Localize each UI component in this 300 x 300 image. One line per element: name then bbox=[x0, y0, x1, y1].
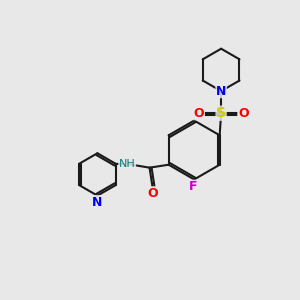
Text: N: N bbox=[216, 85, 226, 98]
Text: O: O bbox=[238, 107, 248, 120]
Text: S: S bbox=[216, 106, 226, 120]
Text: O: O bbox=[194, 107, 204, 120]
Text: F: F bbox=[189, 180, 198, 193]
Text: N: N bbox=[92, 196, 102, 208]
Text: O: O bbox=[147, 187, 158, 200]
Text: NH: NH bbox=[119, 158, 136, 169]
